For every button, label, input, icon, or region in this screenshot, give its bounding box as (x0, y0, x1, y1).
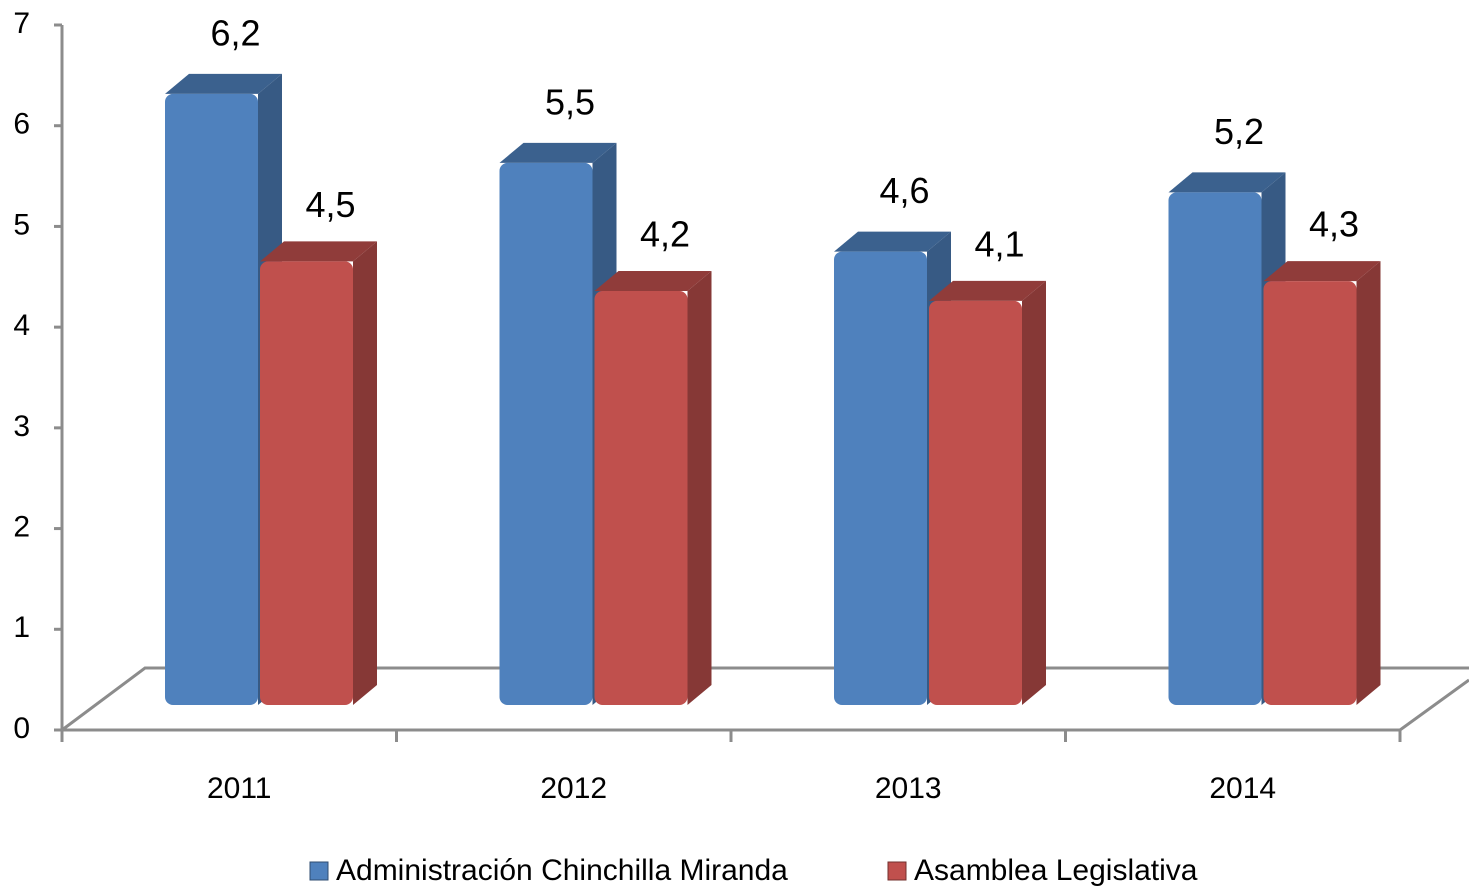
value-label: 4,1 (974, 223, 1024, 264)
bar-front (165, 93, 258, 706)
value-label: 4,2 (640, 214, 690, 255)
bar-top (260, 241, 377, 262)
bar (260, 241, 377, 705)
value-label: 4,6 (879, 170, 929, 211)
bar-front (834, 251, 927, 706)
bar-side (353, 241, 377, 705)
y-tick-label: 4 (13, 309, 30, 342)
bar-front (1263, 281, 1357, 705)
y-tick-label: 3 (13, 410, 30, 443)
y-tick-label: 2 (13, 510, 30, 543)
bar-top (594, 271, 712, 291)
legend-label: Asamblea Legislativa (914, 854, 1198, 887)
bar (1263, 261, 1381, 705)
bar-side (1356, 261, 1381, 705)
bar-top (1168, 172, 1286, 193)
bar-top (499, 142, 617, 163)
bar (929, 280, 1046, 705)
legend-swatch (887, 861, 907, 881)
bar-front (594, 291, 688, 705)
y-tick-label: 0 (13, 712, 30, 745)
bar-front (1168, 192, 1262, 705)
y-tick-label: 1 (13, 611, 30, 644)
x-tick-label: 2013 (875, 772, 942, 805)
legend-swatch (309, 861, 329, 881)
legend-label: Administración Chinchilla Miranda (336, 854, 788, 887)
value-label: 5,5 (545, 81, 595, 122)
y-tick-label: 7 (13, 7, 30, 40)
value-label: 4,5 (305, 184, 355, 225)
bar-side (687, 271, 712, 705)
bar-front (499, 162, 593, 705)
value-label: 5,2 (1214, 111, 1264, 152)
x-tick-label: 2012 (540, 772, 607, 805)
bar-front (260, 261, 353, 705)
bar-top (165, 73, 282, 94)
y-tick-label: 5 (13, 208, 30, 241)
bar-top (929, 280, 1046, 301)
bar-side (1022, 280, 1046, 705)
bar-top (834, 231, 951, 252)
x-tick-label: 2014 (1209, 772, 1276, 805)
bar (594, 271, 712, 705)
bar-front (929, 300, 1022, 705)
y-tick-label: 6 (13, 108, 30, 141)
bar-top (1263, 261, 1381, 282)
x-tick-label: 2011 (207, 772, 272, 805)
value-label: 4,3 (1309, 204, 1359, 245)
value-label: 6,2 (210, 12, 260, 53)
